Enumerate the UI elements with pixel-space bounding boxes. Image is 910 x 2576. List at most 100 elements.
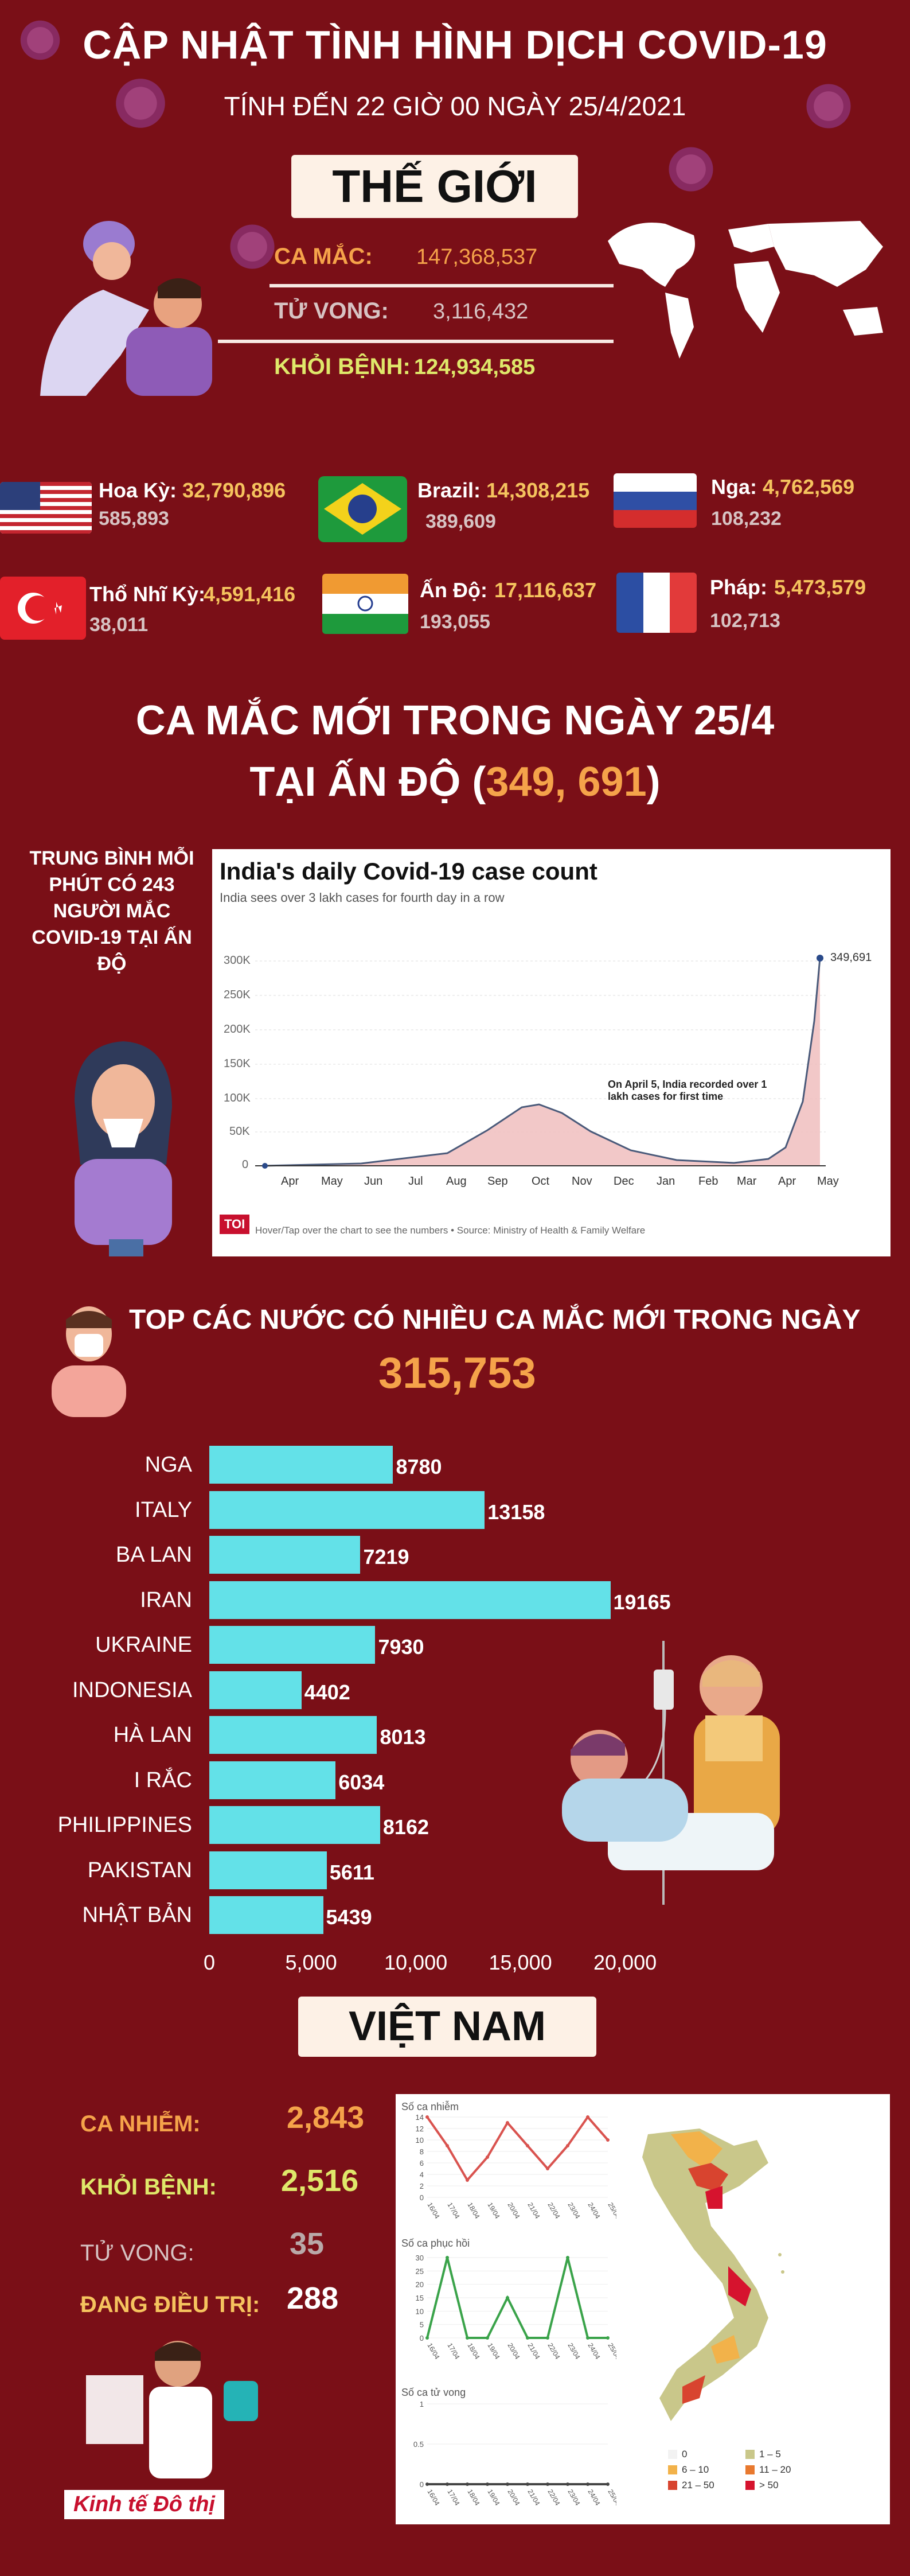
data-point: [425, 2115, 429, 2119]
toi-logo: TOI: [220, 1215, 250, 1234]
x-tick: Nov: [572, 1175, 592, 1188]
page-title: CẬP NHẬT TÌNH HÌNH DỊCH COVID-19: [83, 22, 827, 67]
country-deaths: 193,055: [420, 611, 490, 633]
bar: [209, 1896, 323, 1934]
bar: [209, 1446, 393, 1484]
data-point: [546, 2167, 549, 2170]
mini-recovered-title: Số ca phục hồi: [401, 2238, 470, 2249]
bar-category-label: NGA: [144, 1453, 192, 1477]
russia-flag: [614, 473, 697, 528]
vietnam-map: [642, 2128, 784, 2421]
x-tick: 19/04: [486, 2488, 501, 2507]
virus-icon: [803, 80, 854, 132]
x-axis-tick: 20,000: [593, 1951, 657, 1974]
x-tick: Jul: [408, 1175, 423, 1188]
data-point: [486, 2482, 489, 2486]
y-tick: 25: [416, 2267, 424, 2275]
x-axis-tick: 15,000: [489, 1951, 552, 1974]
y-tick: 250K: [224, 989, 251, 1001]
bar-category-label: HÀ LAN: [113, 1723, 192, 1747]
y-tick: 10: [416, 2136, 424, 2145]
world-deaths-label: TỬ VONG:: [274, 298, 389, 324]
doctor-testing-illustration: [40, 221, 212, 396]
vn-deaths-value: 35: [290, 2227, 325, 2261]
bar-category-label: INDONESIA: [72, 1678, 192, 1702]
country-cases: 4,762,569: [763, 475, 855, 499]
sick-woman-illustration: [75, 1041, 172, 1256]
y-tick: 50K: [229, 1125, 250, 1138]
bar-value-label: 4402: [304, 1680, 350, 1704]
world-cases-label: CA MẮC:: [274, 244, 373, 269]
bar-category-label: NHẬT BẢN: [82, 1903, 192, 1927]
legend-swatch: [745, 2481, 755, 2490]
data-point: [546, 2482, 549, 2486]
top-heading: TOP CÁC NƯỚC CÓ NHIỀU CA MẮC MỚI TRONG N…: [129, 1305, 861, 1335]
bar: [209, 1806, 380, 1844]
bar-value-label: 7930: [378, 1635, 424, 1659]
x-tick: 20/04: [506, 2201, 521, 2220]
bar-value-label: 8013: [380, 1725, 426, 1749]
bar: [209, 1761, 336, 1799]
legend-swatch: [668, 2465, 677, 2474]
data-point: [586, 2482, 589, 2486]
x-tick: 17/04: [446, 2488, 461, 2507]
bar-value-label: 8780: [396, 1455, 442, 1478]
world-banner: THẾ GIỚI: [291, 155, 578, 218]
data-point: [526, 2336, 529, 2340]
world-map-icon: [608, 221, 883, 359]
vn-recovered-label: KHỎI BỆNH:: [80, 2174, 217, 2200]
chart-peak-label: 349,691: [830, 951, 872, 964]
india-heading-prefix: TẠI ẤN ĐỘ (: [249, 759, 486, 805]
x-tick: 25/04: [606, 2342, 616, 2361]
bar: [209, 1536, 361, 1574]
country-deaths: 585,893: [99, 508, 169, 530]
country-deaths: 108,232: [711, 508, 782, 530]
legend-label: 6 – 10: [682, 2464, 709, 2475]
data-point: [506, 2121, 509, 2124]
bar-value-label: 5611: [329, 1860, 374, 1884]
vn-treating-label: ĐANG ĐIỀU TRỊ:: [80, 2292, 260, 2317]
bar-category-label: BA LAN: [115, 1543, 192, 1567]
india-heading-line2: TẠI ẤN ĐỘ (349, 691): [0, 758, 910, 806]
x-tick: Apr: [281, 1175, 299, 1188]
data-point: [486, 2155, 489, 2159]
legend-swatch: [745, 2465, 755, 2474]
data-point: [586, 2115, 589, 2119]
y-tick: 14: [416, 2113, 424, 2122]
bar-category-label: I RẮC: [134, 1768, 192, 1792]
vietnam-banner: VIỆT NAM: [298, 1997, 596, 2057]
mini-cases-title: Số ca nhiễm: [401, 2101, 459, 2112]
data-point: [506, 2482, 509, 2486]
legend-label: 0: [682, 2449, 688, 2460]
y-tick: 8: [420, 2147, 424, 2156]
y-tick: 300K: [224, 954, 251, 967]
india-chart-subtitle: India sees over 3 lakh cases for fourth …: [220, 890, 505, 905]
bar: [209, 1581, 611, 1619]
world-cases-value: 147,368,537: [416, 245, 538, 269]
country-deaths: 38,011: [89, 614, 149, 636]
publisher-logo: Kinh tế Đô thị: [64, 2490, 224, 2519]
world-deaths-value: 3,116,432: [433, 299, 529, 324]
legend-swatch: [668, 2481, 677, 2490]
x-tick: 22/04: [546, 2201, 561, 2220]
india-chart-source: Hover/Tap over the chart to see the numb…: [255, 1225, 646, 1236]
x-tick: 16/04: [425, 2342, 441, 2361]
x-tick: 20/04: [506, 2488, 521, 2507]
france-flag: [616, 573, 697, 633]
usa-flag: [0, 482, 92, 534]
x-tick: Sep: [487, 1175, 508, 1188]
bar-value-label: 13158: [487, 1500, 545, 1524]
x-tick: 22/04: [546, 2488, 561, 2507]
mini-line-chart: 0 0.5 1 16/04 17/04 18/04 19/04 20/04 21/04 22/04…: [413, 2400, 616, 2507]
india-side-note: TRUNG BÌNH MỖI PHÚT CÓ 243 NGƯỜI MẮC COV…: [29, 847, 194, 975]
bar-value-label: 5439: [326, 1905, 372, 1929]
mini-line-chart: 0 5 10 15 20 25 30 16/04 17/04 18/04 19/04 20/04 21/…: [416, 2254, 616, 2361]
india-heading-line1: CA MẮC MỚI TRONG NGÀY 25/4: [135, 698, 775, 744]
country-name: Ấn Độ:: [420, 578, 487, 602]
y-tick: 0: [420, 2480, 424, 2489]
x-tick: May: [321, 1175, 343, 1188]
x-tick: 18/04: [466, 2488, 481, 2507]
y-tick: 6: [420, 2159, 424, 2168]
divider: [270, 284, 614, 287]
x-tick: 24/04: [586, 2342, 602, 2361]
